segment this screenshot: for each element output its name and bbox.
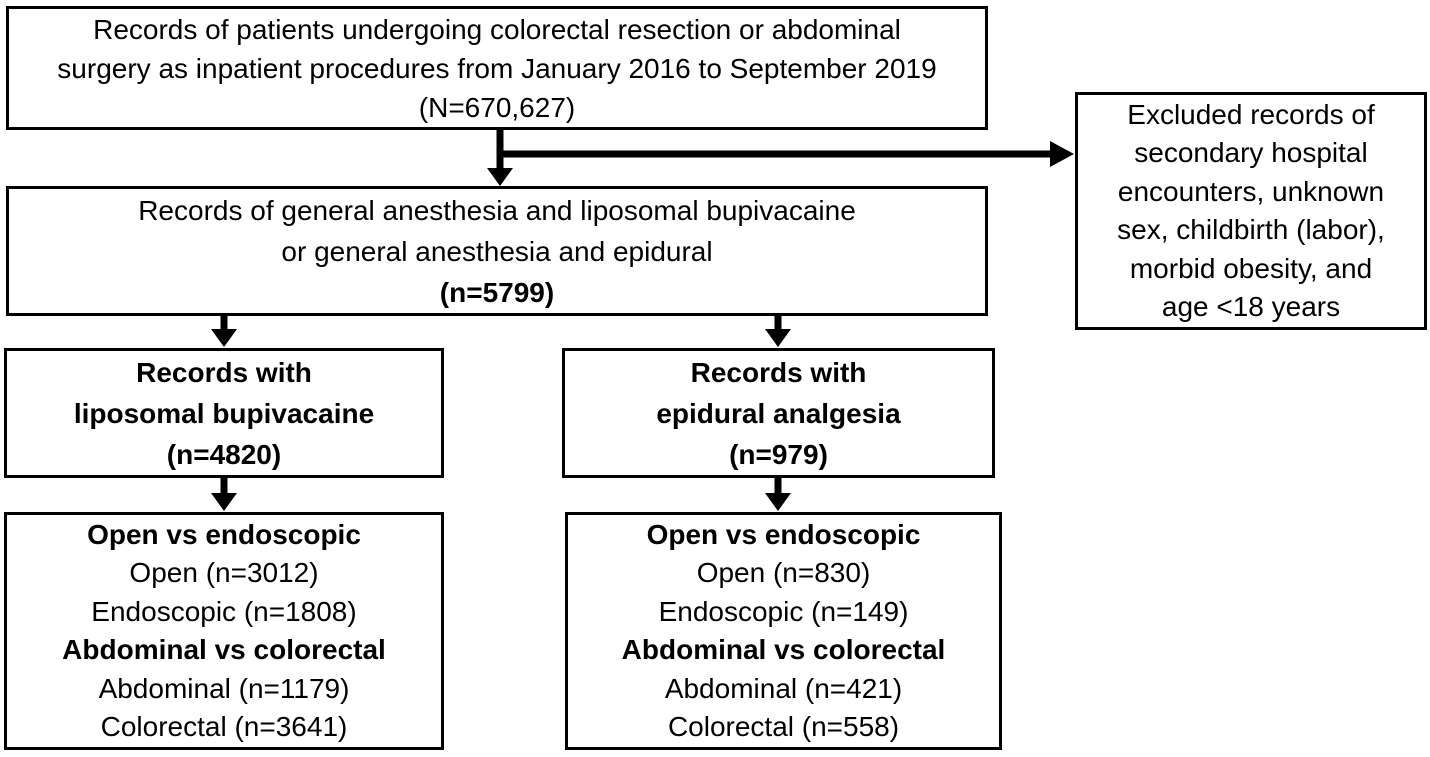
anesthesia-line-1: Records of general anesthesia and liposo… bbox=[138, 194, 856, 226]
liposomal-endoscopic-count: Endoscopic (n=1808) bbox=[91, 595, 357, 627]
epidural-abdominal-count: Abdominal (n=421) bbox=[664, 672, 903, 704]
epidural-open-count: Open (n=830) bbox=[696, 557, 871, 588]
arrow-anesthesia-to-liposomal bbox=[211, 315, 237, 347]
excluded-line-6: age <18 years bbox=[1161, 291, 1341, 322]
epidural-count: (n=979) bbox=[729, 438, 828, 470]
epidural-abdominal-vs-colorectal-header: Abdominal vs colorectal bbox=[621, 634, 946, 665]
liposomal-count: (n=4820) bbox=[166, 438, 282, 470]
epidural-endoscopic-count: Endoscopic (n=149) bbox=[658, 595, 909, 627]
anesthesia-count: (n=5799) bbox=[439, 276, 555, 308]
epidural-colorectal-count: Colorectal (n=558) bbox=[667, 711, 900, 742]
source-line-2: surgery as inpatient procedures from Jan… bbox=[57, 52, 937, 84]
arrow-source-to-excluded bbox=[497, 141, 1074, 167]
excluded-line-4: sex, childbirth (labor), bbox=[1117, 214, 1385, 245]
arrow-liposomal-to-breakdown bbox=[211, 477, 237, 511]
liposomal-open-count: Open (n=3012) bbox=[129, 557, 319, 588]
liposomal-abdominal-vs-colorectal-header: Abdominal vs colorectal bbox=[62, 634, 386, 665]
arrow-epidural-to-breakdown bbox=[765, 477, 791, 511]
box-liposomal-subgroups: Open vs endoscopic Open (n=3012) Endosco… bbox=[4, 512, 444, 750]
liposomal-line-1: Records with bbox=[136, 356, 312, 388]
liposomal-colorectal-count: Colorectal (n=3641) bbox=[100, 711, 348, 742]
source-total-count: (N=670,627) bbox=[418, 91, 576, 123]
box-epidural-analgesia-group: Records with epidural analgesia (n=979) bbox=[562, 348, 995, 478]
excluded-line-1: Excluded records of bbox=[1127, 98, 1375, 130]
arrow-anesthesia-to-epidural bbox=[765, 315, 791, 347]
excluded-line-2: secondary hospital bbox=[1134, 137, 1368, 168]
liposomal-open-vs-endoscopic-header: Open vs endoscopic bbox=[87, 518, 361, 550]
epidural-line-2: epidural analgesia bbox=[656, 397, 901, 429]
box-source-records: Records of patients undergoing colorecta… bbox=[6, 6, 988, 130]
epidural-line-1: Records with bbox=[690, 356, 867, 388]
box-excluded-records: Excluded records of secondary hospital e… bbox=[1075, 92, 1427, 330]
epidural-open-vs-endoscopic-header: Open vs endoscopic bbox=[646, 518, 921, 550]
liposomal-abdominal-count: Abdominal (n=1179) bbox=[98, 672, 350, 704]
source-line-1: Records of patients undergoing colorecta… bbox=[93, 13, 901, 45]
box-epidural-subgroups: Open vs endoscopic Open (n=830) Endoscop… bbox=[565, 512, 1002, 750]
box-anesthesia-cohort: Records of general anesthesia and liposo… bbox=[6, 186, 988, 316]
excluded-line-3: encounters, unknown bbox=[1117, 175, 1385, 207]
anesthesia-line-2: or general anesthesia and epidural bbox=[281, 235, 713, 267]
box-liposomal-bupivacaine-group: Records with liposomal bupivacaine (n=48… bbox=[4, 348, 444, 478]
excluded-line-5: morbid obesity, and bbox=[1129, 252, 1373, 284]
liposomal-line-2: liposomal bupivacaine bbox=[73, 397, 375, 429]
